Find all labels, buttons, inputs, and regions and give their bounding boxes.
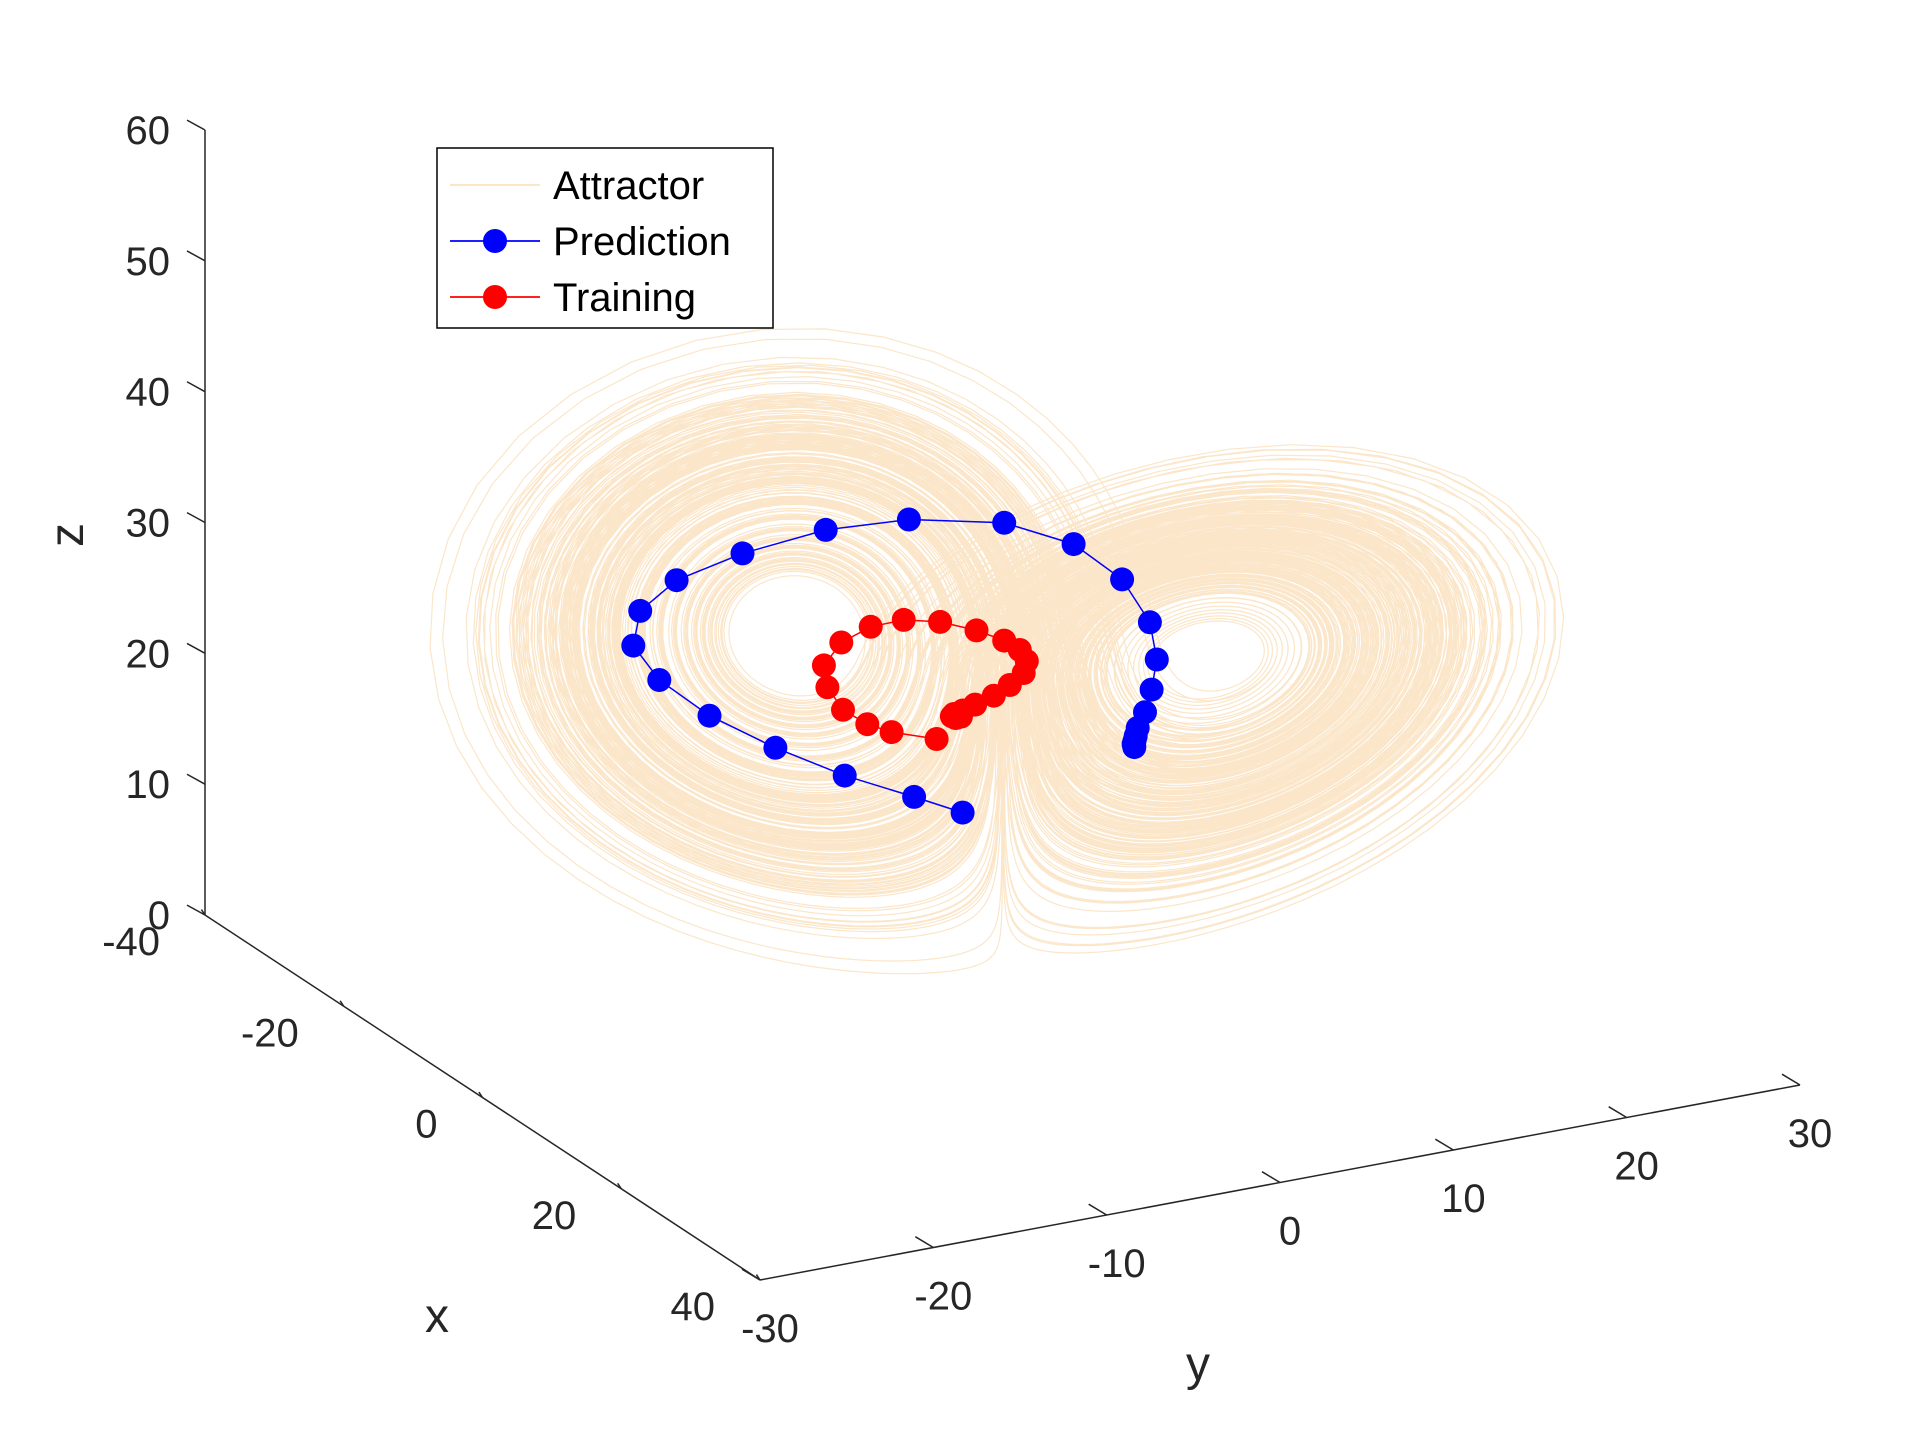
- x-tick-label: -20: [241, 1011, 299, 1055]
- y-tick: [1608, 1106, 1628, 1119]
- prediction-point: [697, 703, 722, 728]
- training-point: [981, 683, 1006, 708]
- z-tick-label: 10: [126, 763, 171, 807]
- x-axis-title: x: [425, 1290, 449, 1343]
- training-point: [829, 630, 854, 655]
- legend-marker-training: [483, 285, 507, 309]
- prediction-point: [902, 784, 927, 809]
- prediction-point: [992, 510, 1017, 535]
- prediction-point: [664, 568, 689, 593]
- attractor-layer: [429, 328, 1565, 975]
- z-tick: [186, 642, 206, 654]
- prediction-point: [763, 735, 788, 760]
- z-tick-label: 50: [126, 240, 171, 284]
- attractor-line: [429, 328, 1565, 975]
- legend-label-training: Training: [553, 276, 696, 320]
- y-tick: [914, 1236, 934, 1249]
- y-tick-label: -20: [914, 1275, 972, 1319]
- x-tick: [478, 1091, 484, 1098]
- training-point: [811, 653, 836, 678]
- y-tick: [1088, 1203, 1108, 1216]
- x-tick: [617, 1182, 622, 1190]
- x-tick-label: -40: [102, 920, 160, 964]
- prediction-point: [1122, 735, 1147, 760]
- training-point: [948, 704, 973, 729]
- z-tick: [186, 250, 206, 262]
- training-point: [815, 675, 840, 700]
- z-tick-label: 40: [126, 371, 171, 415]
- legend-label-attractor: Attractor: [553, 164, 704, 208]
- prediction-point: [813, 517, 838, 542]
- series-layer: [621, 507, 1169, 825]
- x-tick-label: 40: [671, 1285, 716, 1329]
- legend: Attractor Prediction Training: [436, 147, 774, 329]
- z-tick-label: 0: [148, 894, 170, 938]
- y-tick-label: 0: [1279, 1210, 1301, 1254]
- training-point: [879, 720, 904, 745]
- training-point: [855, 712, 880, 737]
- y-tick: [1781, 1073, 1801, 1086]
- prediction-point: [1110, 567, 1135, 592]
- prediction-point: [1137, 610, 1162, 635]
- z-tick-label: 60: [126, 109, 171, 153]
- y-tick: [1261, 1171, 1281, 1184]
- z-tick: [186, 119, 206, 131]
- prediction-point: [628, 598, 653, 623]
- training-point: [964, 618, 989, 643]
- z-tick-label: 20: [126, 632, 171, 676]
- y-tick-label: 10: [1441, 1177, 1486, 1221]
- axes-layer: -40 -20 0 20 40 -30 -20 -10 0 10 20 30 0 10 20 30 40 50 60…: [41, 109, 1832, 1391]
- legend-marker-prediction: [483, 229, 507, 253]
- legend-label-prediction: Prediction: [553, 220, 731, 264]
- prediction-point: [950, 800, 975, 825]
- z-tick-label: 30: [126, 502, 171, 546]
- training-point: [924, 727, 949, 751]
- z-tick: [186, 904, 206, 916]
- x-tick-label: 20: [532, 1194, 577, 1238]
- training-point: [858, 614, 883, 639]
- z-tick: [186, 773, 206, 785]
- prediction-point: [730, 541, 755, 566]
- prediction-point: [1061, 532, 1086, 557]
- y-tick-label: -10: [1088, 1242, 1146, 1286]
- y-tick-label: 20: [1614, 1145, 1659, 1189]
- y-tick: [741, 1268, 761, 1281]
- training-point: [831, 697, 855, 722]
- prediction-point: [621, 633, 646, 658]
- x-tick-label: 0: [415, 1103, 437, 1147]
- z-tick: [186, 381, 206, 393]
- y-tick: [1434, 1138, 1454, 1151]
- y-axis-title: y: [1186, 1338, 1210, 1391]
- prediction-point: [647, 668, 672, 692]
- prediction-point: [1139, 677, 1164, 702]
- z-axis-title: z: [41, 523, 94, 547]
- z-tick: [186, 511, 206, 524]
- training-point: [891, 607, 916, 632]
- training-point: [928, 609, 953, 634]
- x-tick: [339, 1000, 345, 1007]
- y-tick-label: 30: [1788, 1112, 1833, 1156]
- prediction-point: [1144, 647, 1169, 672]
- y-tick-label: -30: [741, 1307, 799, 1351]
- prediction-point: [832, 763, 857, 788]
- prediction-point: [896, 507, 921, 532]
